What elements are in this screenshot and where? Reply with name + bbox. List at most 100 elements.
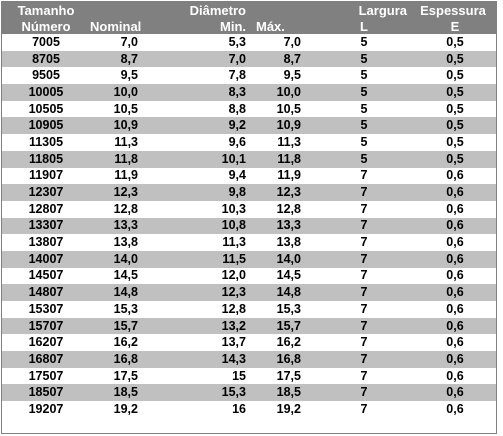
table-row: 8705 8,7 7,0 8,7 5 0,5 <box>2 50 496 68</box>
table-body: 7005 7,0 5,3 7,0 5 0,5 8705 8,7 7,0 8,7 5 0,5 9505 9,… <box>2 34 496 418</box>
cell-espessura: 0,6 <box>410 184 496 201</box>
cell-tamanho: 11805 <box>2 150 90 168</box>
cell-min: 10,8 <box>163 217 254 235</box>
cell-nominal: 15,7 <box>90 317 163 335</box>
cell-tamanho: 17507 <box>28 368 64 383</box>
cell-min: 11,3 <box>222 235 246 250</box>
cell-min: 13,7 <box>221 335 246 350</box>
cell-espessura: 0,5 <box>446 68 464 83</box>
table-row: 13807 13,8 11,3 13,8 7 0,6 <box>2 234 496 251</box>
cell-max: 12,3 <box>254 184 315 201</box>
header-min: Min. <box>163 18 254 34</box>
table-row: 14807 14,8 12,3 14,8 7 0,6 <box>2 284 496 301</box>
cell-largura: 7 <box>360 301 368 316</box>
cell-tamanho: 7005 <box>32 34 60 49</box>
cell-nominal: 12,8 <box>113 201 138 216</box>
cell-max: 8,7 <box>254 50 315 68</box>
cell-nominal: 18,5 <box>90 384 163 402</box>
cell-tamanho: 14007 <box>2 250 90 268</box>
cell-nominal: 11,9 <box>114 168 138 183</box>
cell-tamanho: 10905 <box>2 117 90 135</box>
cell-largura: 5 <box>360 134 368 149</box>
cell-largura: 7 <box>315 317 410 335</box>
cell-min: 16 <box>232 401 246 416</box>
cell-largura: 7 <box>315 284 410 301</box>
cell-tamanho: 12807 <box>28 201 64 216</box>
cell-tamanho: 15707 <box>2 317 90 335</box>
header-diametro: Diâmetro <box>163 2 254 18</box>
cell-tamanho: 16207 <box>28 335 64 350</box>
cell-max: 10,5 <box>276 101 301 116</box>
cell-min: 8,3 <box>163 84 254 101</box>
cell-largura: 5 <box>360 68 368 83</box>
cell-max: 14,8 <box>254 284 315 301</box>
cell-largura: 7 <box>315 384 410 402</box>
cell-largura: 5 <box>360 101 368 116</box>
cell-espessura: 0,6 <box>410 217 496 235</box>
cell-max: 13,8 <box>276 235 301 250</box>
cell-largura: 7 <box>360 368 368 383</box>
table-row: 17507 17,5 15 17,5 7 0,6 <box>2 368 496 385</box>
table-row: 13307 13,3 10,8 13,3 7 0,6 <box>2 217 496 235</box>
table-row: 11805 11,8 10,1 11,8 5 0,5 <box>2 150 496 168</box>
cell-min: 14,3 <box>163 351 254 368</box>
cell-tamanho: 10005 <box>2 84 90 101</box>
cell-nominal: 16,2 <box>113 335 138 350</box>
cell-min: 12,3 <box>163 284 254 301</box>
cell-espessura: 0,6 <box>410 351 496 368</box>
cell-max: 14,5 <box>276 268 301 283</box>
cell-largura: 7 <box>360 268 368 283</box>
cell-min: 15 <box>232 368 246 383</box>
table-row: 7005 7,0 5,3 7,0 5 0,5 <box>2 34 496 51</box>
cell-tamanho: 8705 <box>2 50 90 68</box>
cell-espessura: 0,6 <box>446 335 464 350</box>
table-header: Tamanho Diâmetro Largura Espessura Númer… <box>2 2 496 34</box>
cell-max: 9,5 <box>283 68 301 83</box>
cell-min: 12,8 <box>221 301 246 316</box>
cell-nominal: 16,8 <box>90 351 163 368</box>
cell-tamanho: 9505 <box>32 68 60 83</box>
cell-nominal: 15,3 <box>113 301 138 316</box>
header-e: E <box>410 18 496 34</box>
cell-nominal: 11,8 <box>90 150 163 168</box>
cell-min: 9,8 <box>163 184 254 201</box>
cell-espessura: 0,6 <box>446 201 464 216</box>
cell-espessura: 0,6 <box>410 284 496 301</box>
cell-largura: 7 <box>360 168 368 183</box>
cell-nominal: 9,5 <box>120 68 138 83</box>
cell-tamanho: 16807 <box>2 351 90 368</box>
header-espessura: Espessura <box>410 2 496 18</box>
cell-max: 19,2 <box>276 401 301 416</box>
cell-min: 11,5 <box>163 250 254 268</box>
cell-nominal: 19,2 <box>113 401 138 416</box>
cell-nominal: 10,0 <box>90 84 163 101</box>
cell-max: 12,8 <box>276 201 301 216</box>
cell-tamanho: 11305 <box>28 134 64 149</box>
table-row: 11907 11,9 9,4 11,9 7 0,6 <box>2 168 496 185</box>
table-row: 19207 19,2 16 19,2 7 0,6 <box>2 401 496 418</box>
cell-tamanho: 13807 <box>28 235 64 250</box>
table-row: 16807 16,8 14,3 16,8 7 0,6 <box>2 351 496 368</box>
cell-max: 15,7 <box>254 317 315 335</box>
header-row-2: Número Nominal Min. Máx. L E <box>2 18 496 34</box>
cell-max: 16,2 <box>276 335 301 350</box>
cell-min: 7,0 <box>163 50 254 68</box>
cell-min: 9,2 <box>163 117 254 135</box>
cell-largura: 5 <box>315 84 410 101</box>
cell-max: 11,9 <box>277 168 301 183</box>
cell-espessura: 0,5 <box>410 150 496 168</box>
header-tamanho: Tamanho <box>2 2 90 18</box>
header-nominal: Nominal <box>90 18 163 34</box>
cell-nominal: 14,8 <box>90 284 163 301</box>
cell-nominal: 8,7 <box>90 50 163 68</box>
cell-nominal: 10,5 <box>113 101 138 116</box>
cell-largura: 5 <box>315 117 410 135</box>
cell-min: 8,8 <box>228 101 246 116</box>
table-row: 12807 12,8 10,3 12,8 7 0,6 <box>2 201 496 218</box>
cell-largura: 5 <box>315 150 410 168</box>
cell-min: 15,3 <box>163 384 254 402</box>
cell-min: 5,3 <box>228 34 246 49</box>
cell-min: 10,1 <box>163 150 254 168</box>
cell-tamanho: 15307 <box>28 301 64 316</box>
cell-espessura: 0,6 <box>446 235 464 250</box>
